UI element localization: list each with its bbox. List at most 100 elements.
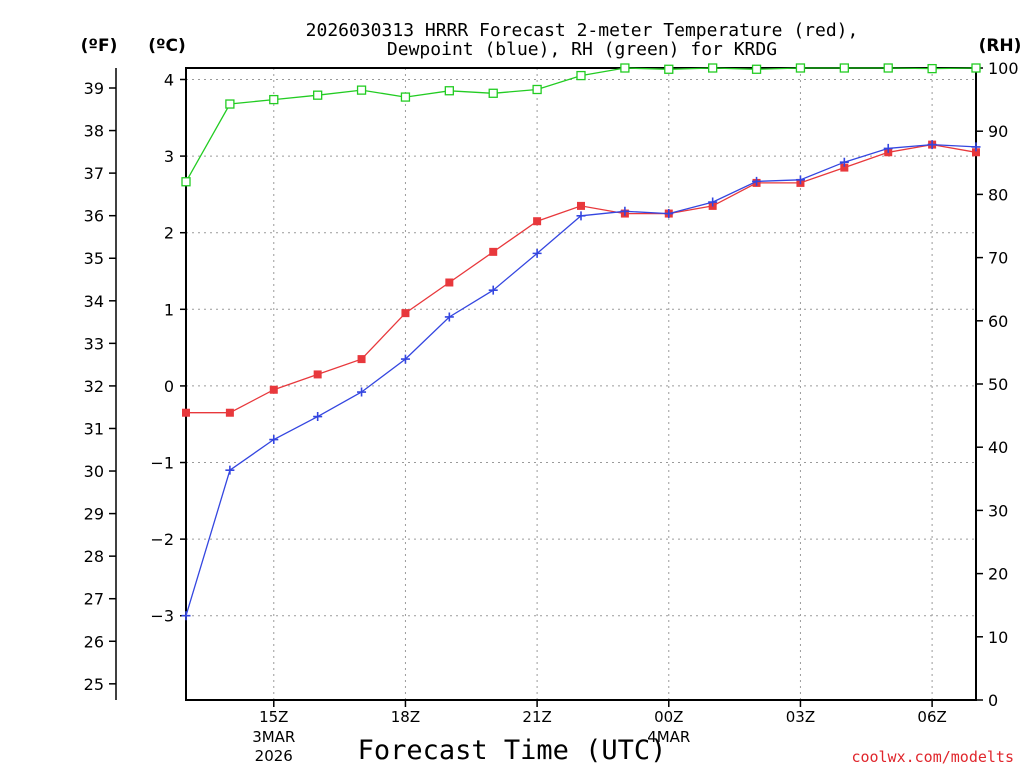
chart-title-line-2: Dewpoint (blue), RH (green) for KRDG (387, 39, 777, 60)
temperature-point (401, 309, 410, 318)
fahrenheit-tick-label: 35 (84, 249, 104, 268)
fahrenheit-tick-label: 30 (84, 462, 104, 481)
dewpoint-point (795, 175, 805, 185)
rh-point (664, 64, 674, 74)
fahrenheit-tick-label: 26 (84, 632, 104, 651)
dewpoint-point (883, 143, 893, 153)
celsius-tick-label: 0 (164, 377, 174, 396)
rh-unit-label: (RH) (979, 36, 1022, 56)
dewpoint-point (488, 285, 498, 295)
series (181, 63, 981, 621)
temperature-point (225, 408, 234, 417)
dewpoint-point (357, 387, 367, 397)
rh-point (225, 99, 235, 109)
celsius-tick-label: 2 (164, 224, 174, 243)
fahrenheit-tick-label: 28 (84, 547, 104, 566)
x-axis-label: Forecast Time (UTC) (358, 735, 667, 766)
x-tick-sublabel: 2026 (255, 747, 293, 765)
x-tick-sublabel: 3MAR (252, 728, 295, 746)
fahrenheit-unit-label: (ºF) (81, 36, 118, 56)
fahrenheit-tick-label: 31 (84, 419, 104, 438)
fahrenheit-tick-label: 34 (84, 292, 104, 311)
dewpoint-point (225, 465, 235, 475)
dewpoint-point (708, 197, 718, 207)
temperature-point (577, 201, 585, 210)
rh-point (400, 92, 411, 102)
dewpoint-point (444, 312, 454, 322)
dewpoint-point (576, 211, 586, 221)
rh-tick-label: 80 (988, 185, 1008, 204)
celsius-tick-label: −2 (150, 530, 174, 549)
dewpoint-point (620, 206, 630, 216)
temperature-point (533, 217, 542, 226)
rh-point (971, 63, 981, 73)
dewpoint-point (839, 157, 849, 167)
dewpoint-point (664, 209, 674, 219)
rh-tick-label: 30 (988, 501, 1008, 520)
fahrenheit-tick-label: 33 (84, 334, 104, 353)
temperature-point (357, 355, 366, 364)
chart-title-line-1: 2026030313 HRRR Forecast 2-meter Tempera… (306, 20, 859, 41)
temperature-line (186, 143, 977, 414)
rh-point (839, 63, 849, 73)
celsius-tick-label: −1 (150, 454, 174, 473)
x-tick-label: 03Z (786, 708, 815, 726)
x-tick-label: 21Z (522, 708, 551, 726)
fahrenheit-tick-label: 38 (84, 122, 104, 141)
credit-link[interactable]: coolwx.com/modelts (851, 748, 1014, 766)
temperature-point (972, 148, 980, 157)
rh-point (576, 70, 586, 81)
x-tick-label: 15Z (259, 708, 288, 726)
fahrenheit-tick-label: 39 (84, 79, 104, 98)
rh-point (181, 177, 191, 187)
rh-tick-label: 90 (988, 122, 1008, 141)
temperature-point (445, 278, 454, 287)
dewpoint-point (181, 611, 191, 621)
fahrenheit-tick-label: 27 (84, 590, 104, 609)
rh-tick-label: 0 (988, 691, 998, 710)
rh-point (356, 85, 367, 95)
rh-point (269, 94, 279, 105)
celsius-tick-label: 1 (164, 300, 174, 319)
rh-tick-label: 100 (988, 59, 1019, 78)
rh-point (620, 63, 630, 73)
temperature-point (840, 163, 849, 172)
rh-tick-label: 10 (988, 628, 1008, 647)
rh-tick-label: 60 (988, 312, 1008, 331)
fahrenheit-tick-label: 29 (84, 505, 104, 524)
rh-point (313, 90, 323, 100)
rh-point (444, 86, 454, 96)
rh-point (708, 63, 718, 73)
fahrenheit-tick-label: 37 (84, 164, 104, 183)
rh-tick-label: 70 (988, 249, 1008, 268)
rh-point (751, 64, 762, 74)
fahrenheit-tick-label: 32 (84, 377, 104, 396)
rh-tick-label: 20 (988, 565, 1008, 584)
temperature-point (313, 370, 322, 379)
fahrenheit-tick-label: 36 (84, 207, 104, 226)
rh-point (488, 88, 498, 98)
x-tick-sublabel: 4MAR (647, 728, 690, 746)
dewpoint-point (269, 435, 279, 445)
rh-point (883, 63, 893, 73)
celsius-tick-label: 3 (164, 147, 174, 166)
celsius-tick-label: 4 (164, 70, 174, 89)
temperature-point (182, 408, 190, 417)
x-tick-label: 00Z (654, 708, 683, 726)
dewpoint-point (927, 140, 937, 150)
rh-line (185, 67, 977, 183)
celsius-unit-label: (ºC) (148, 36, 186, 56)
rh-point (795, 63, 806, 73)
fahrenheit-tick-label: 25 (84, 675, 104, 694)
temperature-point (489, 247, 498, 256)
rh-tick-label: 50 (988, 375, 1008, 394)
rh-tick-label: 40 (988, 438, 1008, 457)
dewpoint-point (400, 354, 410, 364)
rh-point (532, 84, 542, 95)
x-tick-label: 18Z (391, 708, 420, 726)
x-tick-label: 06Z (917, 708, 946, 726)
temperature-point (269, 385, 278, 394)
dewpoint-point (532, 248, 542, 258)
dewpoint-point (313, 412, 323, 422)
